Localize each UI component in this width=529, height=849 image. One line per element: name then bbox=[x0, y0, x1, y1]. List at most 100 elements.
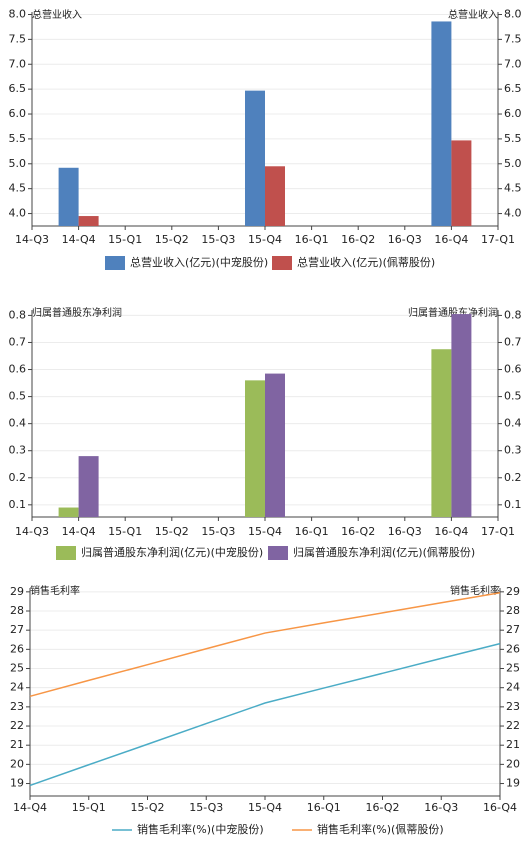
y2-tick-label: 0.7 bbox=[504, 335, 522, 348]
legend-swatch bbox=[272, 256, 292, 270]
legend-swatch bbox=[268, 546, 288, 560]
y-tick-label: 7.0 bbox=[9, 57, 27, 70]
x-tick-label: 16-Q3 bbox=[424, 801, 458, 814]
y2-tick-label: 24 bbox=[506, 681, 520, 694]
y2-tick-label: 27 bbox=[506, 623, 520, 636]
x-tick-label: 14-Q4 bbox=[13, 801, 47, 814]
line bbox=[29, 642, 501, 787]
x-tick-label: 15-Q4 bbox=[248, 233, 282, 246]
bar bbox=[265, 373, 285, 517]
bar bbox=[245, 380, 265, 517]
x-tick-label: 17-Q1 bbox=[481, 233, 515, 246]
legend-label: 销售毛利率(%)(中宠股份) bbox=[137, 822, 264, 836]
x-tick-label: 16-Q4 bbox=[483, 801, 517, 814]
y2-tick-label: 25 bbox=[506, 662, 520, 675]
y2-tick-label: 19 bbox=[506, 777, 520, 790]
y-tick-label: 0.5 bbox=[9, 390, 27, 403]
y-tick-label: 27 bbox=[10, 623, 24, 636]
y2-tick-label: 26 bbox=[506, 642, 520, 655]
y-tick-label: 5.0 bbox=[9, 157, 27, 170]
x-tick-label: 15-Q3 bbox=[201, 233, 235, 246]
y-tick-label: 29 bbox=[10, 585, 24, 598]
legend-swatch bbox=[105, 256, 125, 270]
x-tick-label: 15-Q3 bbox=[201, 525, 235, 538]
x-tick-label: 16-Q4 bbox=[434, 233, 468, 246]
y2-axis-label: 总营业收入 bbox=[448, 8, 498, 21]
bar bbox=[78, 456, 99, 517]
x-tick-label: 16-Q4 bbox=[434, 525, 468, 538]
x-tick-label: 16-Q2 bbox=[341, 525, 375, 538]
y2-tick-label: 0.5 bbox=[504, 390, 522, 403]
y2-tick-label: 6.5 bbox=[504, 82, 522, 95]
y-tick-label: 26 bbox=[10, 642, 24, 655]
y-tick-label: 22 bbox=[10, 719, 24, 732]
y-tick-label: 20 bbox=[10, 757, 24, 770]
x-tick-label: 14-Q3 bbox=[15, 233, 49, 246]
x-tick-label: 15-Q2 bbox=[130, 801, 164, 814]
x-tick-label: 16-Q3 bbox=[388, 525, 422, 538]
y-axis-label: 总营业收入 bbox=[32, 8, 82, 21]
y2-tick-label: 21 bbox=[506, 738, 520, 751]
x-tick-label: 15-Q2 bbox=[155, 525, 189, 538]
x-tick-label: 15-Q3 bbox=[189, 801, 223, 814]
bar bbox=[78, 216, 99, 226]
y-tick-label: 21 bbox=[10, 738, 24, 751]
legend-label: 总营业收入(亿元)(中宠股份) bbox=[130, 255, 268, 269]
legend-label: 销售毛利率(%)(佩蒂股份) bbox=[317, 822, 444, 836]
y2-tick-label: 0.3 bbox=[504, 444, 522, 457]
x-tick-label: 15-Q4 bbox=[248, 801, 282, 814]
y-tick-label: 0.3 bbox=[9, 444, 27, 457]
x-tick-label: 15-Q1 bbox=[108, 525, 142, 538]
bar bbox=[451, 140, 472, 226]
x-tick-label: 16-Q2 bbox=[365, 801, 399, 814]
y2-tick-label: 5.5 bbox=[504, 132, 522, 145]
y2-tick-label: 23 bbox=[506, 700, 520, 713]
y-tick-label: 0.8 bbox=[9, 308, 27, 321]
bar bbox=[431, 349, 452, 517]
y-tick-label: 24 bbox=[10, 681, 24, 694]
y-tick-label: 4.0 bbox=[9, 207, 27, 220]
bar bbox=[58, 167, 79, 226]
y-tick-label: 0.1 bbox=[9, 498, 27, 511]
y2-tick-label: 29 bbox=[506, 585, 520, 598]
x-tick-label: 16-Q1 bbox=[295, 233, 329, 246]
legend-label: 归属普通股东净利润(亿元)(中宠股份) bbox=[81, 545, 263, 559]
y2-tick-label: 20 bbox=[506, 757, 520, 770]
y-tick-label: 5.5 bbox=[9, 132, 27, 145]
x-tick-label: 16-Q1 bbox=[295, 525, 329, 538]
y2-tick-label: 28 bbox=[506, 604, 520, 617]
bar bbox=[245, 90, 265, 226]
y2-axis-label: 归属普通股东净利润 bbox=[408, 306, 498, 319]
y-tick-label: 28 bbox=[10, 604, 24, 617]
y-axis-label: 归属普通股东净利润 bbox=[32, 306, 122, 319]
y-tick-label: 0.2 bbox=[9, 471, 27, 484]
x-tick-label: 15-Q2 bbox=[155, 233, 189, 246]
y2-tick-label: 0.6 bbox=[504, 363, 522, 376]
y2-tick-label: 7.0 bbox=[504, 57, 522, 70]
y2-tick-label: 4.5 bbox=[504, 182, 522, 195]
x-tick-label: 15-Q4 bbox=[248, 525, 282, 538]
x-tick-label: 16-Q3 bbox=[388, 233, 422, 246]
legend-swatch bbox=[56, 546, 76, 560]
y2-tick-label: 0.1 bbox=[504, 498, 522, 511]
bar bbox=[58, 507, 79, 517]
x-tick-label: 14-Q4 bbox=[62, 233, 96, 246]
y2-tick-label: 4.0 bbox=[504, 207, 522, 220]
y-tick-label: 6.5 bbox=[9, 82, 27, 95]
x-tick-label: 14-Q4 bbox=[62, 525, 96, 538]
y2-tick-label: 0.8 bbox=[504, 308, 522, 321]
x-tick-label: 16-Q1 bbox=[307, 801, 341, 814]
y-tick-label: 19 bbox=[10, 777, 24, 790]
y2-tick-label: 0.4 bbox=[504, 417, 522, 430]
y-tick-label: 0.6 bbox=[9, 363, 27, 376]
y2-tick-label: 6.0 bbox=[504, 107, 522, 120]
bar bbox=[265, 166, 285, 226]
y2-tick-label: 0.2 bbox=[504, 471, 522, 484]
x-tick-label: 14-Q3 bbox=[15, 525, 49, 538]
bar bbox=[431, 21, 452, 227]
bar bbox=[451, 314, 472, 517]
y-tick-label: 0.4 bbox=[9, 417, 27, 430]
x-tick-label: 16-Q2 bbox=[341, 233, 375, 246]
y2-tick-label: 22 bbox=[506, 719, 520, 732]
